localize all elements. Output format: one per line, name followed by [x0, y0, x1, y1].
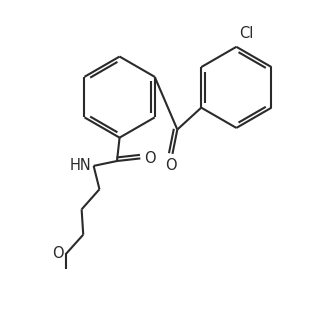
Text: O: O [52, 246, 64, 261]
Text: O: O [165, 158, 177, 173]
Text: Cl: Cl [239, 26, 253, 41]
Text: O: O [144, 151, 156, 166]
Text: HN: HN [69, 158, 91, 173]
